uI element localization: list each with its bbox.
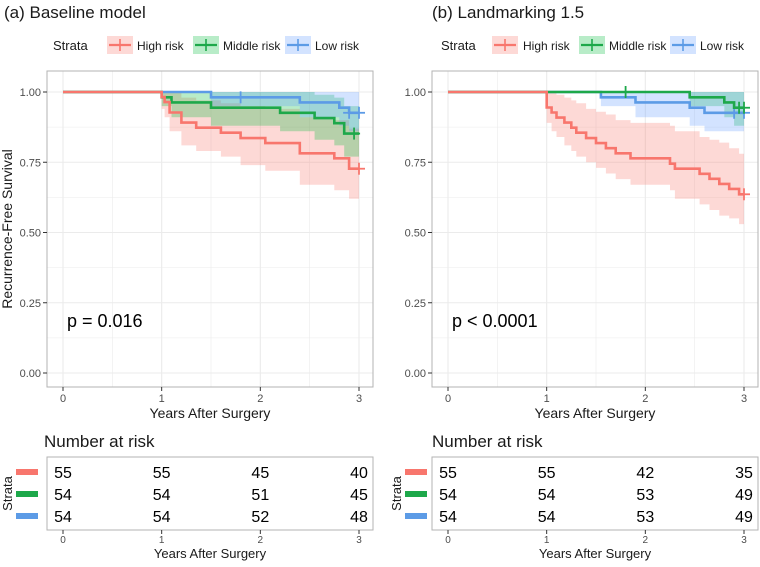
plot-border bbox=[46, 70, 374, 388]
risk-count: 54 bbox=[439, 509, 457, 526]
risk-row-swatch bbox=[405, 469, 427, 475]
x-tick-label: 2 bbox=[642, 393, 648, 405]
y-tick-label: 0.00 bbox=[20, 368, 41, 380]
risk-count: 54 bbox=[538, 487, 556, 504]
risk-count: 54 bbox=[54, 487, 72, 504]
km-curve-high-risk bbox=[448, 90, 744, 196]
risk-count: 40 bbox=[350, 465, 368, 482]
risk-x-tick-label: 3 bbox=[741, 535, 747, 546]
risk-x-tick-label: 2 bbox=[643, 535, 649, 546]
risk-count: 54 bbox=[439, 487, 457, 504]
risk-x-tick-label: 3 bbox=[356, 535, 362, 546]
p-value-annotation: p = 0.016 bbox=[67, 311, 143, 331]
p-value-annotation: p < 0.0001 bbox=[452, 311, 538, 331]
risk-count: 54 bbox=[153, 509, 171, 526]
km-curve-middle-risk bbox=[448, 90, 744, 109]
x-tick-label: 3 bbox=[356, 393, 362, 405]
legend-label: Low risk bbox=[700, 39, 745, 53]
risk-y-axis-label: Strata bbox=[389, 475, 404, 510]
risk-table-panel bbox=[431, 456, 759, 531]
x-tick-label: 1 bbox=[159, 393, 165, 405]
risk-row-swatch bbox=[405, 513, 427, 519]
y-tick-label: 0.50 bbox=[405, 228, 426, 240]
risk-row-swatch bbox=[16, 469, 38, 475]
plot-border bbox=[431, 70, 759, 388]
risk-table-title: Number at risk bbox=[44, 432, 155, 451]
risk-x-tick-label: 2 bbox=[258, 535, 264, 546]
legend-title: Strata bbox=[441, 38, 476, 53]
risk-count: 35 bbox=[735, 465, 753, 482]
panel-title: (a) Baseline model bbox=[4, 3, 146, 22]
risk-count: 49 bbox=[735, 509, 753, 526]
y-tick-label: 0.25 bbox=[405, 298, 426, 310]
risk-x-axis-label: Years After Surgery bbox=[539, 546, 652, 561]
y-tick-label: 0.00 bbox=[405, 368, 426, 380]
risk-table-panel bbox=[46, 456, 374, 531]
plot-background bbox=[432, 71, 758, 387]
km-panel-a: (a) Baseline model Strata High risk Middle … bbox=[0, 3, 374, 561]
x-axis-label: Years After Surgery bbox=[535, 405, 656, 421]
risk-count: 51 bbox=[251, 487, 269, 504]
risk-count: 42 bbox=[636, 465, 654, 482]
risk-row-swatch bbox=[16, 513, 38, 519]
x-tick-label: 3 bbox=[741, 393, 747, 405]
risk-y-axis-label: Strata bbox=[0, 475, 15, 510]
risk-count: 54 bbox=[54, 509, 72, 526]
risk-count: 53 bbox=[636, 487, 654, 504]
risk-count: 53 bbox=[636, 509, 654, 526]
y-tick-label: 0.75 bbox=[405, 157, 426, 169]
risk-x-axis-label: Years After Surgery bbox=[154, 546, 267, 561]
risk-x-tick-label: 1 bbox=[159, 535, 165, 546]
legend-label: High risk bbox=[137, 39, 185, 53]
x-tick-label: 1 bbox=[544, 393, 550, 405]
legend-label: High risk bbox=[523, 39, 571, 53]
risk-count: 45 bbox=[350, 487, 368, 504]
km-curve-high-risk bbox=[63, 90, 359, 170]
risk-count: 54 bbox=[538, 509, 556, 526]
risk-x-tick-label: 1 bbox=[544, 535, 550, 546]
risk-count: 55 bbox=[153, 465, 171, 482]
km-curve-middle-risk bbox=[63, 90, 359, 135]
y-tick-label: 1.00 bbox=[405, 87, 426, 99]
risk-row-swatch bbox=[16, 491, 38, 497]
y-axis-label: Recurrence-Free Survival bbox=[0, 149, 15, 309]
risk-count: 55 bbox=[538, 465, 556, 482]
risk-table-title: Number at risk bbox=[432, 432, 543, 451]
risk-x-tick-label: 0 bbox=[445, 535, 451, 546]
ci-band-high-risk bbox=[448, 92, 744, 225]
legend-label: Low risk bbox=[315, 39, 360, 53]
ci-band-low-risk bbox=[63, 92, 359, 132]
km-curve-low-risk bbox=[448, 90, 744, 115]
risk-count: 55 bbox=[54, 465, 72, 482]
legend-label: Middle risk bbox=[223, 39, 281, 53]
plot-background bbox=[47, 71, 373, 387]
risk-count: 48 bbox=[350, 509, 368, 526]
y-tick-label: 0.75 bbox=[20, 157, 41, 169]
risk-count: 45 bbox=[251, 465, 269, 482]
x-tick-label: 0 bbox=[60, 393, 66, 405]
panel-title: (b) Landmarking 1.5 bbox=[432, 3, 584, 22]
risk-count: 49 bbox=[735, 487, 753, 504]
y-tick-label: 0.50 bbox=[20, 228, 41, 240]
risk-x-tick-label: 0 bbox=[60, 535, 66, 546]
ci-band-high-risk bbox=[63, 92, 359, 199]
legend-label: Middle risk bbox=[609, 39, 667, 53]
x-axis-label: Years After Surgery bbox=[150, 405, 271, 421]
ci-band-middle-risk bbox=[63, 92, 359, 157]
x-tick-label: 0 bbox=[445, 393, 451, 405]
km-panel-b: (b) Landmarking 1.5 Strata High risk Middle… bbox=[389, 3, 759, 561]
legend-title: Strata bbox=[53, 38, 88, 53]
x-tick-label: 2 bbox=[257, 393, 263, 405]
y-tick-label: 1.00 bbox=[20, 87, 41, 99]
y-tick-label: 0.25 bbox=[20, 298, 41, 310]
risk-count: 55 bbox=[439, 465, 457, 482]
ci-band-middle-risk bbox=[448, 92, 744, 126]
risk-row-swatch bbox=[405, 491, 427, 497]
risk-count: 52 bbox=[251, 509, 269, 526]
risk-count: 54 bbox=[153, 487, 171, 504]
